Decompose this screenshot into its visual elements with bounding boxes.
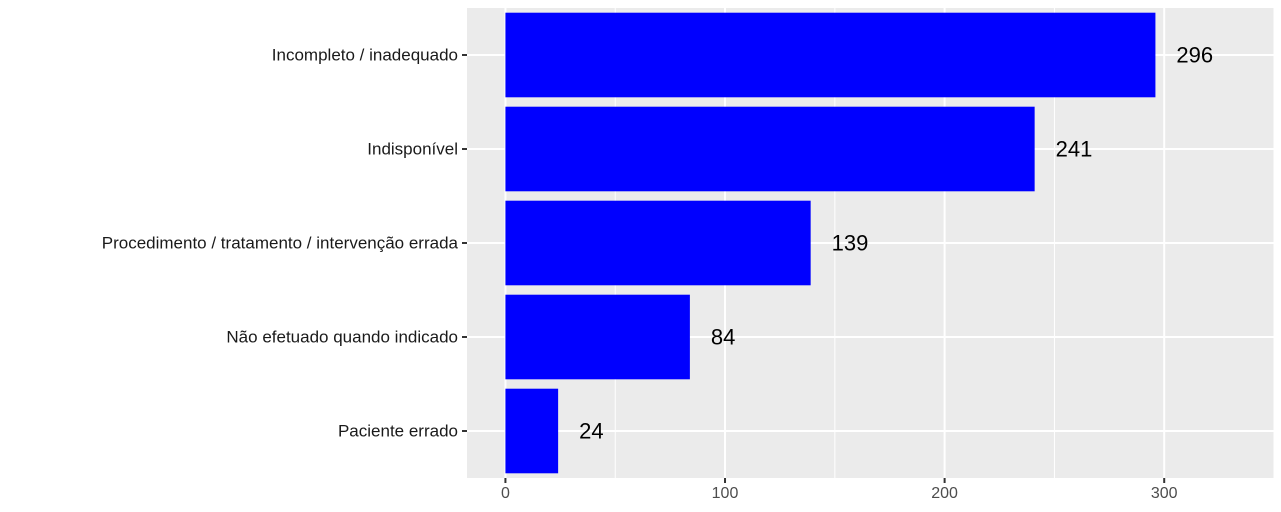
x-tick-label: 100 <box>712 485 739 502</box>
x-tick-label: 300 <box>1151 485 1178 502</box>
data-labels-group: 296 241 139 84 24 <box>579 43 1213 444</box>
bar <box>505 200 811 286</box>
category-label: Paciente errado <box>338 422 458 441</box>
bar <box>505 106 1035 192</box>
data-label: 24 <box>579 419 603 444</box>
category-label: Incompleto / inadequado <box>272 46 458 65</box>
category-label: Indisponível <box>367 140 458 159</box>
bar <box>505 294 690 380</box>
y-axis: Incompleto / inadequado Indisponível Proce… <box>102 46 467 441</box>
x-axis: 0 100 200 300 <box>501 478 1178 502</box>
data-label: 139 <box>832 231 869 256</box>
bar <box>505 388 559 474</box>
x-tick-label: 0 <box>501 485 510 502</box>
data-label: 296 <box>1176 43 1213 68</box>
category-label: Procedimento / tratamento / intervenção … <box>102 234 459 253</box>
data-label: 84 <box>711 325 735 350</box>
category-label: Não efetuado quando indicado <box>226 328 458 347</box>
bar <box>505 12 1156 98</box>
bars-group <box>505 12 1156 474</box>
data-label: 241 <box>1056 137 1093 162</box>
x-tick-label: 200 <box>931 485 958 502</box>
